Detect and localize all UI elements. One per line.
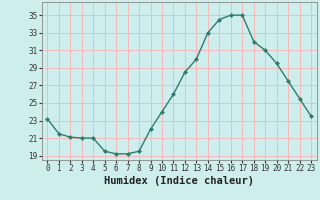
X-axis label: Humidex (Indice chaleur): Humidex (Indice chaleur) <box>104 176 254 186</box>
